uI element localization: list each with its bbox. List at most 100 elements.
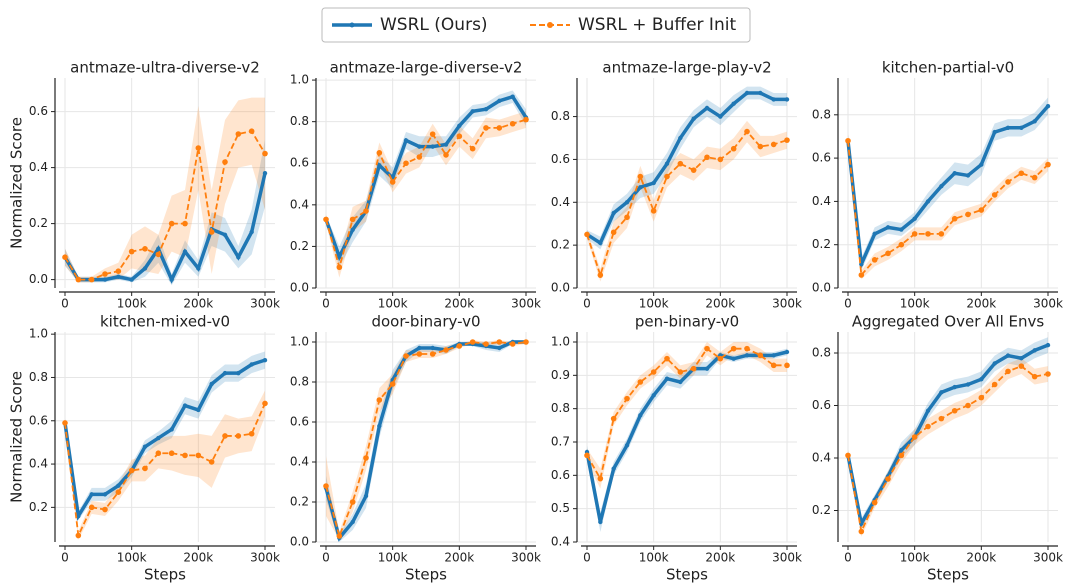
point xyxy=(979,377,984,382)
y-tick-label: 0.8 xyxy=(551,401,570,415)
point xyxy=(115,489,122,496)
point xyxy=(350,227,355,232)
y-tick-label: 0.8 xyxy=(290,375,309,389)
point xyxy=(182,249,188,254)
point xyxy=(885,476,891,482)
y-tick-label: 0.0 xyxy=(551,281,570,295)
point xyxy=(337,254,342,260)
y-axis-label: Normalized Score xyxy=(8,371,26,503)
point xyxy=(677,160,684,167)
point xyxy=(262,357,268,363)
point xyxy=(1031,373,1038,380)
point xyxy=(885,225,891,230)
point xyxy=(664,376,670,381)
x-tick-label: 0 xyxy=(583,551,591,565)
x-tick-label: 0 xyxy=(844,297,852,311)
point xyxy=(483,106,489,112)
point xyxy=(523,339,529,345)
y-tick-label: 0.6 xyxy=(290,415,309,429)
point xyxy=(377,163,382,168)
point xyxy=(483,125,489,131)
point xyxy=(182,403,188,408)
y-tick-label: 0.4 xyxy=(290,455,309,469)
x-tick-label: 300k xyxy=(1033,297,1063,311)
y-tick-label: 0.4 xyxy=(29,160,48,174)
point xyxy=(403,138,409,143)
point xyxy=(323,216,329,223)
point xyxy=(951,407,958,414)
point xyxy=(249,229,254,235)
point xyxy=(730,145,737,152)
point xyxy=(116,274,121,279)
point xyxy=(952,171,957,176)
point xyxy=(262,171,268,176)
x-axis-label: Steps xyxy=(405,566,447,583)
point xyxy=(757,352,764,359)
x-tick-label: 0 xyxy=(844,551,852,565)
series-line xyxy=(585,350,788,523)
point xyxy=(248,430,255,437)
point xyxy=(323,483,329,489)
point xyxy=(1005,125,1011,130)
point xyxy=(664,161,670,166)
y-tick-label: 0.9 xyxy=(551,368,570,382)
x-tick-label: 100k xyxy=(900,551,930,565)
point xyxy=(731,101,736,106)
error-band xyxy=(587,348,787,532)
point xyxy=(1018,363,1025,369)
point xyxy=(637,379,644,385)
x-tick-label: 300k xyxy=(511,297,541,311)
point xyxy=(939,390,944,395)
point xyxy=(624,214,630,221)
point xyxy=(925,231,931,237)
point xyxy=(784,349,790,355)
point xyxy=(638,413,643,418)
y-tick-label: 0.2 xyxy=(812,503,831,517)
x-tick-label: 100k xyxy=(639,551,669,565)
point xyxy=(731,356,736,361)
point xyxy=(443,347,449,353)
series-line xyxy=(64,130,266,281)
series-line xyxy=(586,347,787,482)
point xyxy=(168,450,175,457)
point xyxy=(235,433,242,439)
point xyxy=(389,381,396,387)
point xyxy=(509,120,516,127)
point xyxy=(417,345,422,351)
point xyxy=(102,271,108,277)
y-tick-label: 0.2 xyxy=(29,500,48,514)
y-tick-label: 0.8 xyxy=(812,107,831,121)
error-band xyxy=(587,86,787,250)
point xyxy=(678,379,683,385)
x-tick-label: 300k xyxy=(250,551,280,565)
point xyxy=(597,272,604,278)
point xyxy=(1005,179,1011,185)
point xyxy=(784,137,790,143)
point xyxy=(262,400,268,407)
point xyxy=(457,123,462,129)
x-tick-label: 200k xyxy=(705,297,735,311)
point xyxy=(992,129,997,135)
point xyxy=(650,208,657,214)
point xyxy=(598,240,603,246)
y-tick-label: 0.8 xyxy=(29,370,48,384)
point xyxy=(102,277,108,282)
error-band xyxy=(326,90,526,268)
error-band xyxy=(326,340,526,540)
point xyxy=(651,393,656,398)
y-tick-label: 1.0 xyxy=(290,73,309,87)
point xyxy=(991,192,998,198)
x-tick-label: 100k xyxy=(117,551,147,565)
point xyxy=(1045,371,1051,377)
point xyxy=(911,231,918,237)
panel-title: antmaze-large-diverse-v2 xyxy=(330,59,523,77)
x-tick-label: 200k xyxy=(966,551,996,565)
point xyxy=(624,395,630,402)
y-tick-label: 0.2 xyxy=(290,495,309,509)
series-line xyxy=(64,403,266,539)
x-tick-label: 100k xyxy=(639,297,669,311)
legend-marker xyxy=(349,22,355,28)
point xyxy=(624,443,630,448)
point xyxy=(758,90,763,96)
x-tick-label: 100k xyxy=(900,297,930,311)
